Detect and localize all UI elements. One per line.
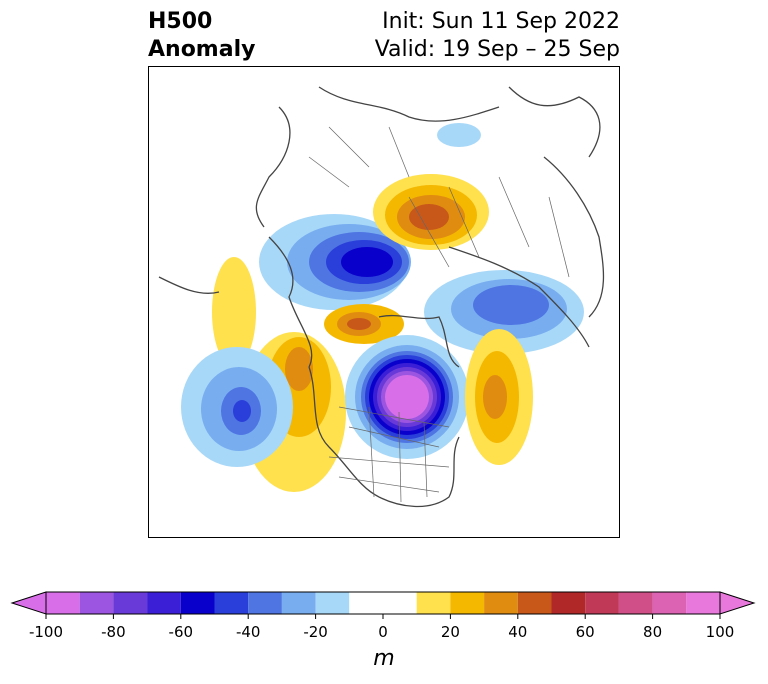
colorbar-bin [585, 592, 619, 614]
colorbar-bins [46, 592, 720, 614]
colorbar-bin [517, 592, 552, 614]
colorbar-bin [214, 592, 249, 614]
colorbar-bin [113, 592, 148, 614]
colorbar-bin [315, 592, 350, 614]
colorbar-tick-label: 40 [508, 623, 527, 641]
colorbar-bin [618, 592, 653, 614]
colorbar-bin [180, 592, 215, 614]
colorbar-ticks: -100 -80 -60 -40 -20 0 20 40 60 80 100 [29, 614, 734, 641]
map-panel [148, 66, 620, 538]
title-left: H500 Anomaly [148, 8, 255, 64]
colorbar-tick-label: 60 [576, 623, 595, 641]
colorbar: -100 -80 -60 -40 -20 0 20 40 60 80 100 [10, 591, 756, 641]
colorbar-tick-label: 20 [441, 623, 460, 641]
colorbar-tick-label: -60 [169, 623, 194, 641]
colorbar-bin [79, 592, 114, 614]
init-date: Init: Sun 11 Sep 2022 [382, 9, 620, 34]
valid-range: Valid: 19 Sep – 25 Sep [374, 37, 620, 62]
colorbar-tick-label: 80 [643, 623, 662, 641]
colorbar-bin [551, 592, 586, 614]
colorbar-bin [686, 592, 720, 614]
anomaly-fields [181, 123, 584, 492]
colorbar-bin [652, 592, 687, 614]
title-right: Init: Sun 11 Sep 2022 Valid: 19 Sep – 25… [375, 8, 620, 64]
colorbar-bin [349, 592, 417, 614]
title-variable: H500 [148, 9, 213, 34]
colorbar-unit-label: m [373, 646, 395, 671]
colorbar-tick-label: 100 [706, 623, 735, 641]
colorbar-under-arrow [10, 591, 47, 615]
colorbar-bin [416, 592, 451, 614]
colorbar-tick-label: -20 [303, 623, 328, 641]
colorbar-tick-label: -80 [101, 623, 126, 641]
colorbar-bin [484, 592, 518, 614]
title-field: Anomaly [148, 37, 256, 62]
colorbar-tick-label: 0 [378, 623, 388, 641]
colorbar-bin [450, 592, 485, 614]
coastlines [158, 86, 605, 508]
colorbar-bin [46, 592, 80, 614]
colorbar-bin [281, 592, 316, 614]
colorbar-bin [147, 592, 181, 614]
colorbar-tick-label: -40 [236, 623, 261, 641]
anomaly-map [158, 86, 605, 508]
country-borders [308, 126, 570, 503]
colorbar-tick-label: -100 [29, 623, 63, 641]
colorbar-over-arrow [719, 591, 756, 615]
colorbar-bin [248, 592, 282, 614]
